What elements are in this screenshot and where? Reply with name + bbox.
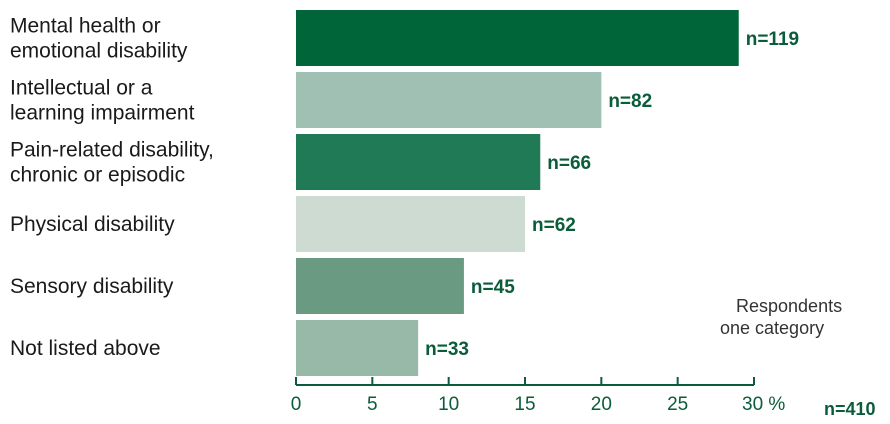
note-line-1: Respondents: [736, 296, 842, 316]
bars-group: [296, 10, 739, 376]
category-label-4: Sensory disability: [10, 275, 174, 298]
total-respondents: n=410: [824, 399, 876, 419]
category-labels: Mental health or emotional disability Inte…: [10, 15, 214, 361]
category-label-2: Pain-related disability, chronic or episo…: [10, 139, 214, 187]
x-tick-label-5: 25: [667, 394, 688, 415]
x-tick-label-3: 15: [514, 394, 535, 415]
bar-5: [296, 320, 419, 376]
x-axis: 0 5 10 15 20 25 30 %: [291, 377, 785, 415]
category-label-0: Mental health or emotional disability: [10, 15, 188, 63]
data-label-3: n=62: [532, 215, 576, 236]
category-label-3: Physical disability: [10, 213, 175, 236]
bar-2: [296, 134, 541, 190]
bar-4: [296, 258, 464, 314]
category-label-5: Not listed above: [10, 337, 161, 360]
data-label-4: n=45: [471, 277, 515, 298]
x-tick-label-6: 30 %: [742, 394, 785, 415]
x-tick-label-4: 20: [591, 394, 612, 415]
data-labels: n=119 n=82 n=66 n=62 n=45 n=33: [425, 29, 799, 360]
x-tick-label-1: 5: [367, 394, 378, 415]
bar-3: [296, 196, 525, 252]
bar-0: [296, 10, 739, 66]
data-label-2: n=66: [547, 153, 591, 174]
bar-1: [296, 72, 602, 128]
x-tick-label-2: 10: [438, 394, 459, 415]
category-label-1: Intellectual or a learning impairment: [10, 77, 195, 125]
data-label-5: n=33: [425, 339, 469, 360]
data-label-1: n=82: [608, 91, 652, 112]
x-tick-label-0: 0: [291, 394, 302, 415]
note-line-2: one category: [720, 318, 824, 338]
data-label-0: n=119: [746, 29, 799, 50]
